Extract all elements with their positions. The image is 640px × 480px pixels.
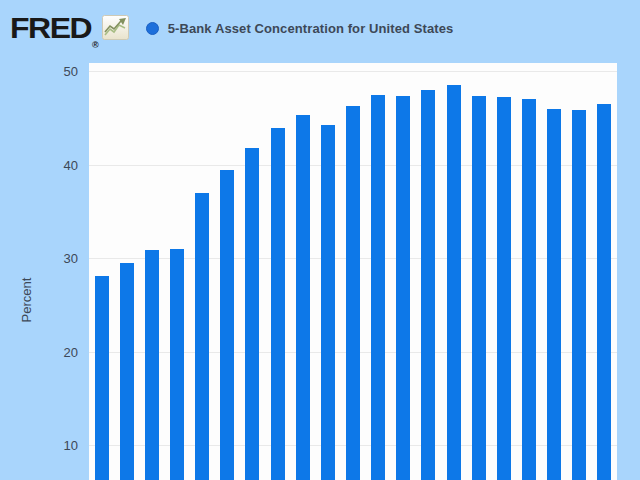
bar[interactable]: [95, 276, 109, 480]
bar[interactable]: [396, 96, 410, 480]
y-axis-tick-label-40: 40: [64, 157, 78, 172]
plot-area: [89, 63, 617, 480]
fred-logo[interactable]: FRED: [10, 13, 91, 42]
y-axis-tick-label-20: 20: [64, 344, 78, 359]
bar[interactable]: [522, 99, 536, 480]
y-axis-tick-label-50: 50: [64, 64, 78, 79]
y-axis-tick-labels: 10 20 30 40 50: [0, 63, 78, 480]
line-chart-up-icon: [102, 15, 129, 44]
bar[interactable]: [321, 125, 335, 480]
bar[interactable]: [447, 85, 461, 480]
chart-header: FRED ® 5-Bank Asset Concentration for Un…: [0, 0, 640, 56]
bar[interactable]: [296, 115, 310, 480]
registered-trademark-mark: ®: [92, 40, 99, 50]
bar[interactable]: [472, 96, 486, 480]
gridline-50: [89, 71, 617, 72]
bar[interactable]: [195, 193, 209, 480]
bar[interactable]: [547, 109, 561, 480]
chart-title[interactable]: 5-Bank Asset Concentration for United St…: [168, 21, 454, 36]
y-axis-tick-label-30: 30: [64, 251, 78, 266]
bar[interactable]: [271, 128, 285, 480]
bar[interactable]: [346, 106, 360, 480]
bar[interactable]: [572, 110, 586, 480]
bar[interactable]: [497, 97, 511, 480]
bar[interactable]: [220, 170, 234, 480]
bar[interactable]: [120, 263, 134, 480]
bar[interactable]: [245, 148, 259, 480]
bar[interactable]: [597, 104, 611, 480]
y-axis-tick-label-10: 10: [64, 438, 78, 453]
bar[interactable]: [170, 249, 184, 480]
fred-chart-embed: FRED ® 5-Bank Asset Concentration for Un…: [0, 0, 640, 480]
bar[interactable]: [421, 90, 435, 480]
bar[interactable]: [371, 95, 385, 480]
bar[interactable]: [145, 250, 159, 480]
series-legend-dot: [146, 22, 159, 35]
